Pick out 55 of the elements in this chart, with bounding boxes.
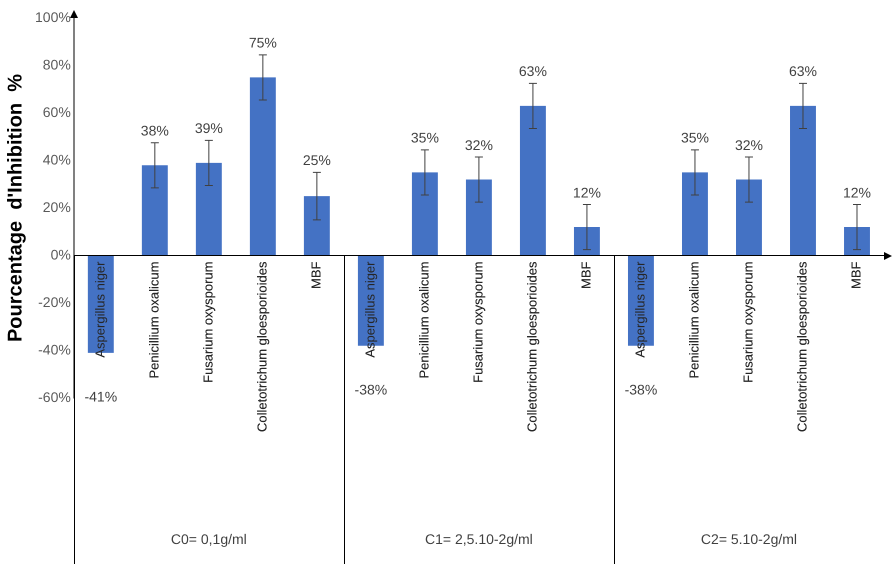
y-tick-label: 100%	[34, 8, 71, 25]
bar	[466, 180, 492, 256]
y-tick-label: 20%	[42, 198, 71, 215]
x-tick-label: Aspergillus niger	[362, 260, 378, 358]
y-tick-label: -20%	[38, 294, 71, 310]
bar	[790, 106, 816, 256]
x-tick-label: Penicillium oxalicum	[146, 262, 162, 379]
text: C0= 0,1g/ml	[170, 530, 247, 547]
data-label: -41%	[84, 388, 118, 405]
bar	[304, 196, 330, 256]
x-tick-label: Penicillium oxalicum	[416, 262, 432, 379]
bar	[142, 165, 168, 256]
x-tick-label: Colletotrichum gloesporioides	[254, 261, 270, 432]
x-tick-label: Fusarium oxysporum	[470, 262, 486, 383]
y-tick-label: 60%	[42, 104, 71, 120]
bar	[574, 227, 600, 256]
bar	[682, 172, 708, 256]
data-label: 32%	[464, 136, 493, 153]
data-label: 35%	[680, 130, 709, 146]
data-label: 35%	[410, 130, 439, 146]
data-label: 63%	[788, 63, 817, 80]
y-tick-label: -40%	[38, 341, 71, 358]
data-label: 12%	[842, 184, 872, 200]
y-tick-label: 40%	[42, 151, 71, 168]
data-label: 25%	[302, 152, 331, 168]
y-tick-label: -60%	[38, 388, 71, 405]
x-tick-label: Fusarium oxysporum	[740, 262, 756, 383]
data-label: 39%	[194, 120, 223, 136]
x-tick-label: MBF	[848, 261, 864, 289]
bar	[196, 162, 222, 256]
x-tick-label: Aspergillus niger	[92, 260, 108, 358]
bar	[250, 77, 276, 256]
y-tick-label: 80%	[42, 56, 71, 72]
text: C2= 5.10-2g/ml	[700, 530, 798, 547]
bar	[844, 227, 870, 256]
y-axis-title: Pourcentage d'Inhibition %	[4, 74, 27, 342]
bar	[736, 180, 762, 256]
data-label: 12%	[572, 184, 601, 200]
data-label: 75%	[248, 34, 277, 51]
bar	[412, 172, 438, 256]
data-label: 38%	[140, 122, 169, 139]
text: C1= 2,5.10-2g/ml	[425, 530, 533, 547]
data-label: 32%	[734, 136, 763, 153]
x-tick-label: Aspergillus niger	[632, 260, 648, 358]
x-tick-label: Fusarium oxysporum	[200, 262, 216, 383]
bar	[520, 106, 546, 256]
x-tick-label: Colletotrichum gloesporioides	[794, 261, 810, 432]
x-tick-label: Colletotrichum gloesporioides	[524, 261, 540, 432]
x-tick-label: MBF	[578, 261, 594, 289]
x-tick-label: Penicillium oxalicum	[686, 262, 702, 379]
x-tick-label: MBF	[308, 261, 324, 289]
data-label: 63%	[518, 63, 547, 80]
y-tick-label: 0%	[50, 246, 71, 262]
data-label: -38%	[624, 382, 658, 398]
data-label: -38%	[354, 382, 388, 398]
